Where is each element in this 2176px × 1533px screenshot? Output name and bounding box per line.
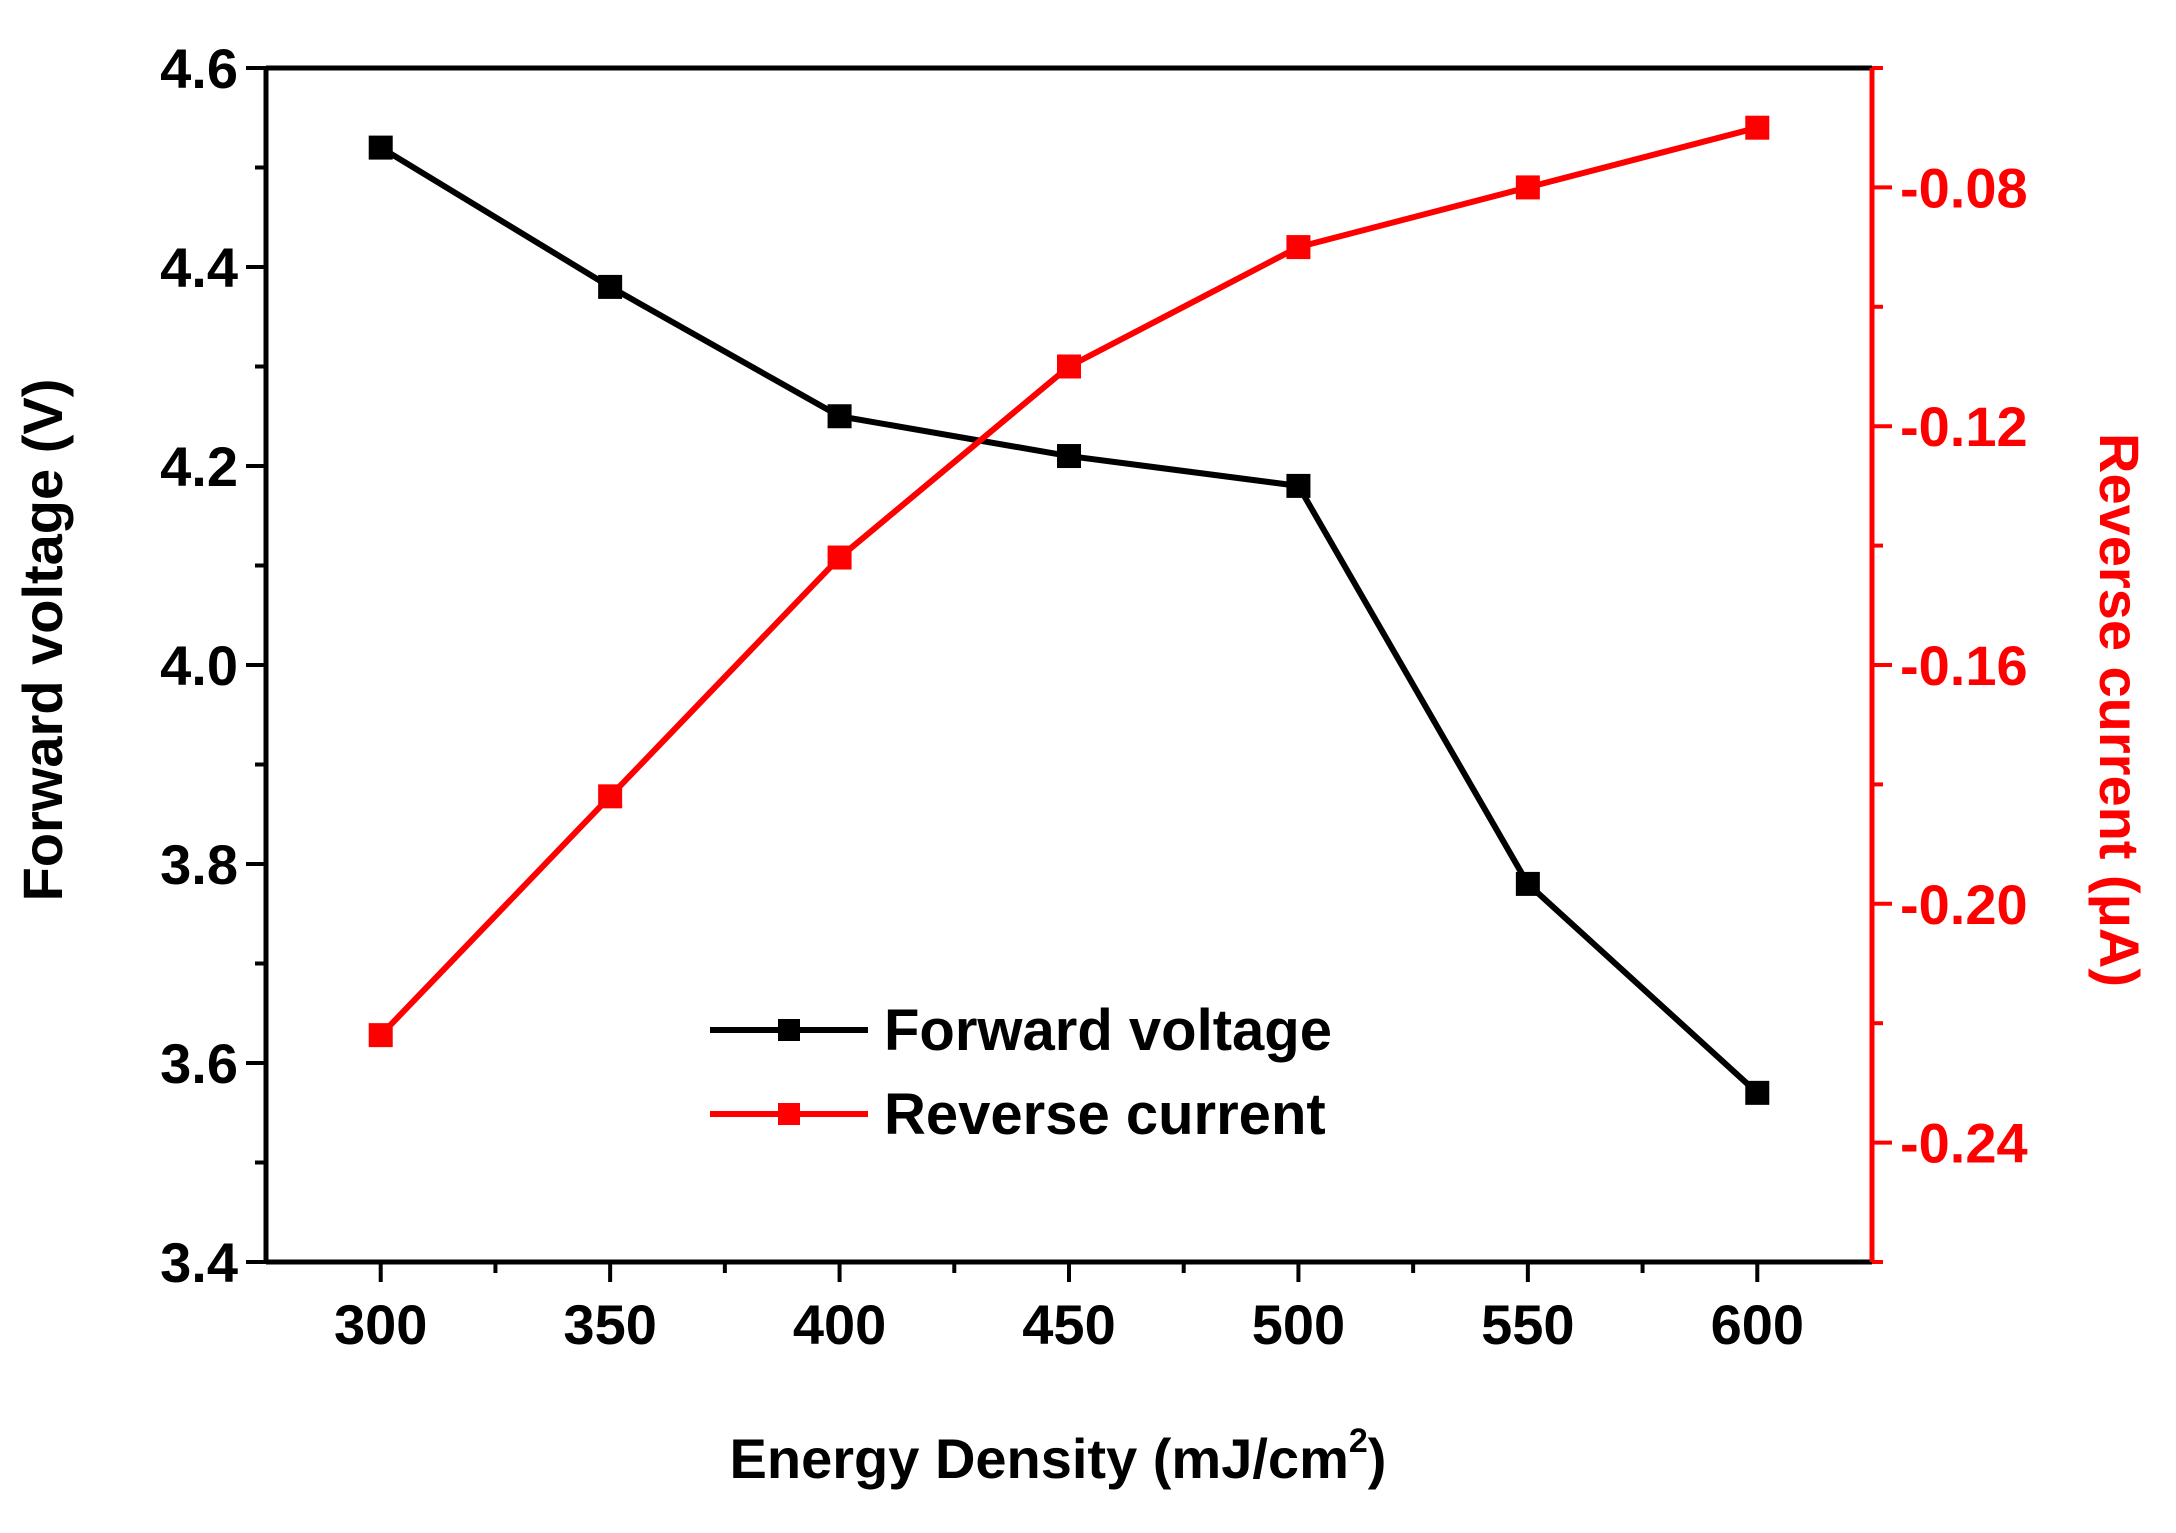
data-point-forward-voltage [1745,1080,1770,1105]
legend-marker-reverse-current [778,1103,800,1125]
y-right-tick-label: -0.16 [1900,634,2028,697]
data-point-forward-voltage [1515,871,1540,896]
y-left-tick-label: 4.2 [160,435,238,498]
y-left-tick-label: 4.6 [160,37,238,100]
data-point-forward-voltage [368,135,393,160]
legend-label-reverse-current: Reverse current [884,1082,1326,1147]
data-series [368,115,1770,1105]
data-point-reverse-current [368,1023,393,1048]
y-axis-right-title: Reverse current (μA) [2088,433,2151,987]
y-right-tick-label: -0.24 [1900,1112,2028,1175]
y-left-tick-label: 4.4 [160,236,238,299]
data-point-reverse-current [1057,354,1081,379]
y-axis-left: 3.4 3.6 3.8 4.0 4.2 4.4 4.6 [160,37,266,1294]
x-axis-title: Energy Density (mJ/cm2) [730,1422,1387,1490]
data-point-forward-voltage [827,404,852,429]
y-left-tick-label: 3.4 [160,1231,238,1294]
y-axis-left-title: Forward voltage (V) [11,379,74,902]
x-tick-label: 600 [1711,1293,1804,1356]
y-axis-right: -0.24 -0.20 -0.16 -0.12 -0.08 [1872,66,2028,1264]
y-left-tick-label: 4.0 [160,634,238,697]
legend-label-forward-voltage: Forward voltage [884,998,1332,1063]
legend: Forward voltage Reverse current [710,998,1332,1147]
x-tick-label: 400 [793,1293,886,1356]
data-point-forward-voltage [598,274,623,299]
data-point-reverse-current [598,784,623,809]
x-tick-label: 300 [334,1293,427,1356]
x-tick-label: 550 [1481,1293,1574,1356]
data-point-forward-voltage [1286,473,1311,498]
data-point-reverse-current [827,545,852,570]
y-left-tick-label: 3.8 [160,833,238,896]
x-tick-label: 450 [1022,1293,1115,1356]
data-point-reverse-current [1745,115,1770,140]
data-point-reverse-current [1515,175,1540,200]
data-point-forward-voltage [1057,444,1081,469]
y-right-tick-label: -0.20 [1900,873,2028,936]
legend-marker-forward-voltage [778,1019,800,1041]
x-tick-label: 500 [1252,1293,1345,1356]
y-right-tick-label: -0.12 [1900,395,2028,458]
y-right-tick-label: -0.08 [1900,156,2028,219]
y-left-tick-label: 3.6 [160,1032,238,1095]
x-tick-label: 350 [563,1293,656,1356]
data-point-reverse-current [1286,235,1311,260]
x-axis: 300 350 400 450 500 550 600 [334,1262,1804,1356]
